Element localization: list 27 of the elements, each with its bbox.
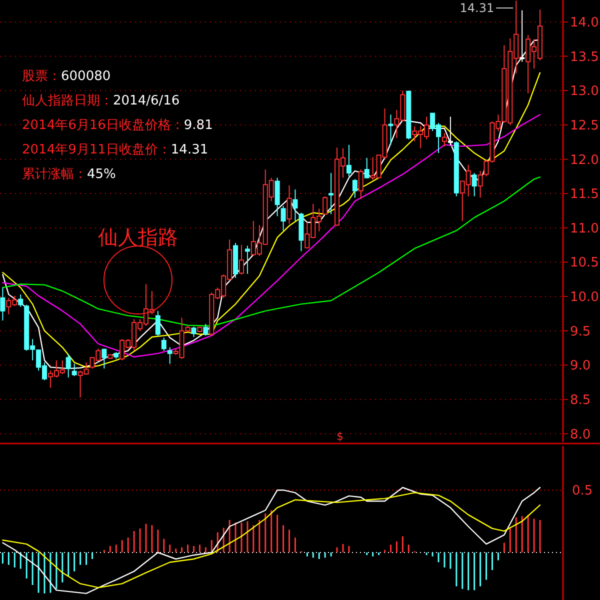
y-tick-label: 12.5	[570, 118, 599, 134]
y-tick-label: 9.5	[570, 324, 591, 340]
annotation: 仙人指路	[98, 225, 178, 249]
annotation: $	[336, 430, 344, 443]
candlestick	[328, 172, 334, 215]
annotation: 仙人指路日期：2014/6/16	[22, 94, 180, 108]
y-tick-label: 10.5	[570, 256, 599, 271]
text: 0.5	[572, 484, 593, 499]
annotation: 14.31	[460, 1, 494, 15]
annotation: 2014年6月16日收盘价格：9.81	[22, 118, 213, 133]
candlestick	[0, 287, 6, 322]
y-tick-label: 12.0	[570, 152, 599, 168]
y-tick-label: 9.0	[570, 358, 591, 374]
y-tick-label: 13.5	[570, 50, 599, 65]
annotation: 累计涨幅：45%	[22, 167, 116, 182]
y-tick-label: 8.0	[570, 427, 591, 442]
y-tick-label: 10.0	[570, 290, 599, 306]
y-tick-label: 11.0	[570, 221, 599, 236]
y-tick-label: 14.0	[570, 16, 599, 31]
annotation: 股票：600080	[22, 69, 111, 84]
candlestick	[292, 188, 298, 222]
candlestick	[388, 114, 394, 146]
annotation: 2014年9月11日收盘价：14.31	[22, 142, 208, 158]
y-tick-label: 13.0	[570, 84, 599, 100]
y-tick-label: 8.5	[570, 392, 591, 408]
line-series	[2, 114, 541, 358]
y-tick-label: 11.5	[570, 187, 599, 202]
